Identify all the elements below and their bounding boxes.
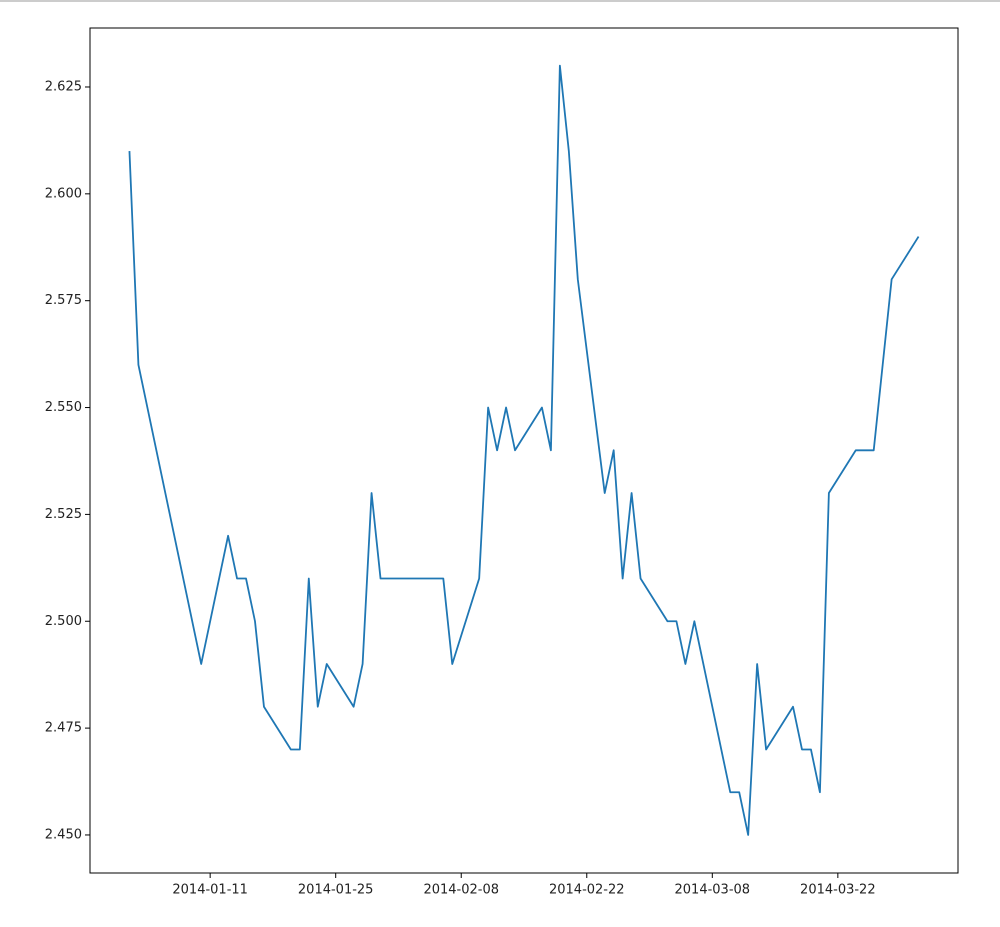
y-tick-label: 2.500 — [45, 614, 82, 629]
y-tick-label: 2.525 — [45, 507, 82, 522]
x-tick-label: 2014-02-22 — [549, 883, 625, 898]
x-tick-label: 2014-01-25 — [298, 883, 374, 898]
line-series — [128, 64, 920, 836]
x-tick-label: 2014-01-11 — [172, 883, 248, 898]
y-tick-label: 2.600 — [45, 186, 82, 201]
plot-frame — [89, 27, 959, 874]
x-tick-label: 2014-03-22 — [800, 883, 876, 898]
x-tick-label: 2014-03-08 — [675, 883, 751, 898]
x-tick-label: 2014-02-08 — [423, 883, 499, 898]
y-tick-label: 2.550 — [45, 400, 82, 415]
y-tick-label: 2.575 — [45, 293, 82, 308]
y-tick-label: 2.450 — [45, 827, 82, 842]
y-tick-label: 2.625 — [45, 79, 82, 94]
y-tick-label: 2.475 — [45, 721, 82, 736]
